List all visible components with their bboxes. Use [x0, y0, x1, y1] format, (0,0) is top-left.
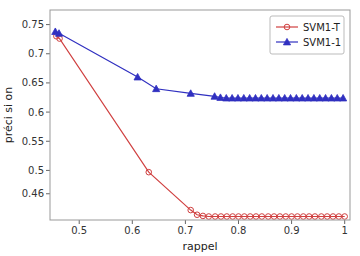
x-tick	[291, 220, 292, 224]
y-tick-label: 0.7	[28, 48, 44, 59]
legend-label: SVM1-T	[303, 22, 341, 33]
point	[277, 214, 283, 220]
x-axis-label: rappel	[182, 240, 217, 253]
legend-label: SVM1-1	[303, 37, 341, 48]
point	[253, 214, 259, 220]
point	[230, 214, 236, 220]
series-line	[56, 36, 344, 216]
legend-marker	[284, 24, 290, 30]
legend: SVM1-T SVM1-1	[270, 16, 344, 54]
point	[265, 214, 271, 220]
y-tick	[46, 82, 50, 83]
point	[194, 212, 200, 218]
point	[218, 214, 224, 220]
x-tick-label: 0.8	[231, 225, 247, 236]
y-tick	[46, 112, 50, 113]
point	[188, 207, 194, 213]
y-tick-label: 0.65	[22, 77, 44, 88]
point	[236, 214, 242, 220]
point	[342, 214, 348, 220]
point	[319, 214, 325, 220]
y-tick-label: 0.5	[28, 165, 44, 176]
series	[54, 33, 348, 219]
point	[289, 214, 295, 220]
x-tick	[238, 220, 239, 224]
x-tick	[132, 220, 133, 224]
y-tick-label: 0.6	[28, 107, 44, 118]
point	[306, 214, 312, 220]
point	[217, 94, 224, 100]
point	[200, 213, 206, 219]
x-tick-label: 0.9	[284, 225, 300, 236]
y-tick-label: 0.75	[22, 19, 44, 30]
plot-area	[50, 10, 350, 220]
y-tick	[46, 170, 50, 171]
marks	[52, 28, 348, 219]
chart: 0.5 0.6 0.7 0.8 0.9 1 0.46 0.5 0.55 0.6 0.65 0.7 0.7…	[0, 0, 360, 256]
legend-box	[270, 16, 344, 54]
point	[247, 214, 253, 220]
point	[206, 214, 212, 220]
x-tick-label: 0.6	[124, 225, 140, 236]
y-tick	[46, 193, 50, 194]
point	[339, 94, 346, 100]
point	[259, 214, 265, 220]
point	[57, 36, 63, 42]
point	[153, 85, 160, 91]
point	[330, 214, 336, 220]
y-tick	[46, 24, 50, 25]
x-tick	[79, 220, 80, 224]
x-tick	[185, 220, 186, 224]
point	[55, 30, 62, 36]
legend-marker	[283, 38, 290, 44]
point	[187, 90, 194, 96]
plot-frame	[50, 10, 350, 220]
x-tick	[344, 220, 345, 224]
x-tick-label: 0.5	[71, 225, 87, 236]
point	[134, 73, 141, 79]
point	[324, 214, 330, 220]
point	[242, 214, 248, 220]
legend-swatch	[276, 26, 298, 27]
y-tick	[46, 141, 50, 142]
y-tick	[46, 53, 50, 54]
y-axis-label: préci si on	[2, 87, 15, 144]
point	[300, 214, 306, 220]
point	[312, 214, 318, 220]
point	[224, 214, 230, 220]
x-tick-label: 1	[342, 225, 348, 236]
y-tick-label: 0.55	[22, 136, 44, 147]
x-tick-label: 0.7	[177, 225, 193, 236]
point	[336, 214, 342, 220]
point	[283, 214, 289, 220]
point	[271, 214, 277, 220]
point	[212, 214, 218, 220]
y-tick-label: 0.46	[22, 188, 44, 199]
point	[146, 169, 152, 175]
series	[52, 28, 347, 101]
point	[295, 214, 301, 220]
point	[211, 93, 218, 99]
